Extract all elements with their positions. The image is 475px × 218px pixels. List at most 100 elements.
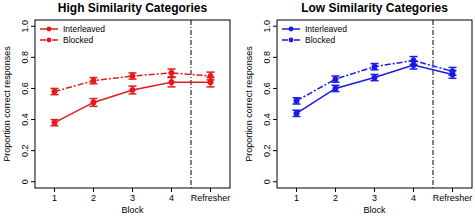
title: High Similarity Categories bbox=[58, 1, 208, 15]
series-line bbox=[55, 73, 211, 92]
marker bbox=[450, 69, 455, 74]
marker bbox=[130, 73, 135, 78]
legend-label: Blocked bbox=[63, 35, 94, 45]
legend-label: Interleaved bbox=[305, 24, 347, 34]
x-axis-label: Block bbox=[363, 205, 386, 215]
error-bar bbox=[129, 73, 137, 79]
y-tick bbox=[31, 26, 35, 27]
x-tick-label: 2 bbox=[333, 193, 338, 203]
x-tick-label: 2 bbox=[91, 193, 96, 203]
y-tick bbox=[273, 150, 277, 151]
error-bar bbox=[51, 88, 59, 94]
series-line bbox=[297, 60, 453, 100]
y-tick-label: 0.8 bbox=[20, 51, 30, 64]
marker bbox=[130, 87, 135, 92]
marker bbox=[372, 64, 377, 69]
error-cap bbox=[207, 86, 215, 88]
series-line bbox=[55, 82, 211, 122]
marker bbox=[333, 86, 338, 91]
x-tick bbox=[296, 188, 297, 192]
error-cap bbox=[207, 71, 215, 73]
x-tick-label: 1 bbox=[294, 193, 299, 203]
x-tick bbox=[335, 188, 336, 192]
error-bar bbox=[332, 85, 340, 91]
y-axis-label: Proportion correct responses bbox=[2, 46, 12, 162]
x-tick bbox=[374, 188, 375, 192]
y-tick-label: 0.2 bbox=[20, 144, 30, 157]
series-line bbox=[297, 65, 453, 113]
data-layer bbox=[51, 69, 215, 126]
error-cap bbox=[207, 79, 215, 81]
panel: High Similarity Categories00.20.40.60.81… bbox=[2, 1, 230, 215]
x-tick bbox=[171, 188, 172, 192]
legend-marker bbox=[289, 27, 294, 32]
marker bbox=[169, 70, 174, 75]
error-cap bbox=[449, 67, 457, 69]
x-tick-label: 1 bbox=[52, 193, 57, 203]
marker bbox=[333, 77, 338, 82]
panel: Low Similarity Categories00.20.40.60.81.… bbox=[244, 1, 472, 215]
y-tick bbox=[273, 119, 277, 120]
marker bbox=[91, 78, 96, 83]
legend-marker bbox=[289, 38, 294, 43]
x-tick bbox=[93, 188, 94, 192]
x-tick-label: 3 bbox=[130, 193, 135, 203]
error-bar bbox=[207, 72, 215, 80]
plot-frame bbox=[35, 20, 230, 188]
y-tick-label: 0 bbox=[262, 179, 272, 184]
error-cap bbox=[90, 98, 98, 100]
y-tick bbox=[273, 88, 277, 89]
marker bbox=[52, 89, 57, 94]
y-axis-label: Proportion correct responses bbox=[244, 46, 254, 162]
y-tick-label: 1.0 bbox=[262, 20, 272, 33]
y-tick-label: 0.4 bbox=[262, 113, 272, 126]
y-tick bbox=[31, 88, 35, 89]
error-cap bbox=[449, 74, 457, 76]
y-tick bbox=[273, 26, 277, 27]
x-tick bbox=[452, 188, 453, 192]
error-cap bbox=[410, 68, 418, 70]
y-tick-label: 0.6 bbox=[262, 82, 272, 95]
data-layer bbox=[293, 57, 457, 117]
title: Low Similarity Categories bbox=[301, 1, 448, 15]
legend-label: Interleaved bbox=[63, 24, 105, 34]
x-tick bbox=[210, 188, 211, 192]
error-cap bbox=[410, 64, 418, 66]
x-tick bbox=[54, 188, 55, 192]
error-bar bbox=[51, 120, 59, 126]
error-bar bbox=[410, 57, 418, 65]
error-bar bbox=[293, 98, 301, 104]
plot-frame bbox=[277, 20, 472, 188]
error-bar bbox=[90, 78, 98, 84]
y-tick bbox=[31, 119, 35, 120]
x-tick bbox=[413, 188, 414, 192]
error-bar bbox=[332, 76, 340, 82]
separator bbox=[433, 20, 434, 188]
error-cap bbox=[168, 76, 176, 78]
y-tick-label: 1.0 bbox=[20, 20, 30, 33]
marker bbox=[294, 98, 299, 103]
legend-marker bbox=[47, 38, 52, 43]
legend: InterleavedBlocked bbox=[40, 24, 105, 45]
error-cap bbox=[410, 56, 418, 58]
marker bbox=[372, 75, 377, 80]
error-cap bbox=[449, 78, 457, 80]
marker bbox=[169, 80, 174, 85]
x-tick-label: 4 bbox=[169, 193, 174, 203]
error-bar bbox=[168, 69, 176, 77]
error-cap bbox=[129, 85, 137, 87]
error-cap bbox=[168, 77, 176, 79]
marker bbox=[208, 73, 213, 78]
x-tick-label: 3 bbox=[372, 193, 377, 203]
y-tick bbox=[273, 181, 277, 182]
y-tick bbox=[273, 57, 277, 58]
x-tick-label: 4 bbox=[411, 193, 416, 203]
y-tick-label: 0.4 bbox=[20, 113, 30, 126]
figure: High Similarity Categories 0 0.2 0.4 0.6 0.8 1… bbox=[0, 0, 475, 218]
legend: InterleavedBlocked bbox=[282, 24, 347, 45]
error-bar bbox=[129, 86, 137, 94]
y-tick bbox=[31, 150, 35, 151]
marker bbox=[52, 120, 57, 125]
y-tick-label: 0.2 bbox=[262, 144, 272, 157]
error-bar bbox=[371, 74, 379, 80]
